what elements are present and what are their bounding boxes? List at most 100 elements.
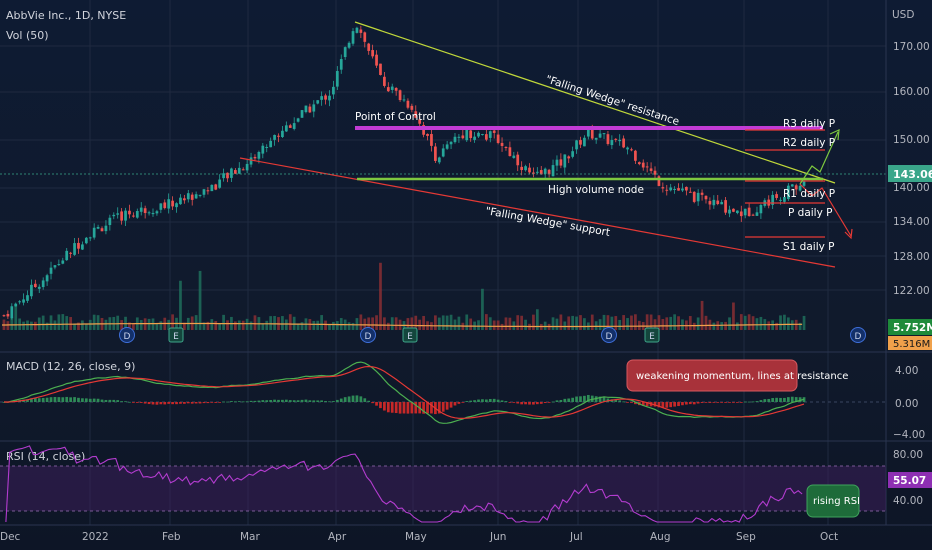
- time-axis[interactable]: Dec 2022 Feb Mar Apr May Jun Jul Aug Sep…: [0, 531, 838, 543]
- price-axis[interactable]: 170.00 160.00 150.00 140.00 134.00 128.0…: [893, 41, 930, 297]
- candle-body: [481, 134, 484, 136]
- volume-bar: [535, 309, 539, 330]
- macd-histogram-bar: [614, 399, 618, 402]
- candle-body: [128, 210, 131, 215]
- candle-body: [590, 129, 594, 139]
- macd-title[interactable]: MACD (12, 26, close, 9): [6, 360, 135, 373]
- bull-projection-arrow: [799, 131, 839, 185]
- event-marker[interactable]: D: [119, 327, 135, 343]
- macd-histogram-bar: [33, 398, 37, 402]
- event-marker[interactable]: E: [402, 327, 418, 343]
- volume-bar: [626, 318, 629, 330]
- candle-body: [206, 190, 210, 192]
- candle-body: [371, 50, 374, 57]
- candle-body: [398, 90, 402, 101]
- volume-bar: [688, 316, 692, 330]
- macd-histogram-bar: [206, 402, 210, 404]
- volume-bar: [634, 314, 637, 330]
- candle-body: [598, 133, 602, 138]
- macd-histogram-bar: [563, 398, 567, 402]
- volume-bar: [477, 320, 480, 330]
- volume-bar: [84, 323, 88, 330]
- macd-histogram-bar: [179, 402, 182, 404]
- macd-histogram-bar: [704, 402, 708, 403]
- candle-body: [712, 199, 716, 206]
- candle-body: [77, 242, 80, 249]
- candle-body: [685, 186, 688, 191]
- volume-bar: [226, 320, 229, 330]
- candle-body: [218, 179, 222, 188]
- macd-histogram-bar: [186, 402, 190, 404]
- macd-histogram-bar: [634, 402, 637, 405]
- volume-bar: [786, 317, 790, 330]
- volume-bar: [284, 319, 288, 330]
- rsi-value-tag-bg: [888, 472, 932, 488]
- price-tick: 140.00: [893, 182, 930, 194]
- event-marker[interactable]: D: [601, 327, 617, 343]
- volume-bar: [681, 319, 684, 330]
- candle-body: [704, 195, 708, 200]
- candle-body: [104, 225, 108, 232]
- macd-histogram-bar: [390, 402, 394, 413]
- event-marker[interactable]: E: [168, 327, 184, 343]
- symbol-title[interactable]: AbbVie Inc., 1D, NYSE: [6, 9, 126, 22]
- volume-bar: [579, 315, 582, 330]
- macd-histogram-bar: [688, 402, 692, 405]
- macd-histogram-bar: [214, 402, 218, 403]
- candle-body: [441, 148, 445, 157]
- candle-body: [26, 295, 29, 301]
- p-label: P daily P: [788, 207, 833, 219]
- event-marker[interactable]: D: [850, 327, 866, 343]
- macd-histogram-bar: [167, 402, 171, 404]
- macd-histogram-bar: [798, 397, 802, 402]
- macd-histogram: [2, 394, 806, 415]
- candle-body: [300, 110, 304, 118]
- volume-bar: [751, 316, 755, 330]
- volume-bar: [665, 317, 669, 330]
- candle-body: [579, 140, 582, 145]
- event-marker[interactable]: D: [360, 327, 376, 343]
- volume-bar: [759, 316, 763, 330]
- macd-histogram-bar: [622, 401, 625, 403]
- time-tick: Jun: [489, 531, 506, 543]
- rsi-note: rising RSI: [813, 496, 860, 507]
- candle-body: [594, 137, 598, 140]
- rsi-title[interactable]: RSI (14, close): [6, 450, 85, 463]
- candle-body: [418, 119, 422, 124]
- last-price-tag: 143.06: [893, 168, 932, 181]
- volume-bar: [422, 315, 425, 330]
- macd-histogram-bar: [453, 402, 457, 406]
- volume-bar: [743, 315, 747, 330]
- macd-histogram-bar: [755, 401, 759, 402]
- volume-bar: [437, 317, 441, 330]
- event-marker[interactable]: E: [644, 327, 660, 343]
- candle-body: [257, 151, 261, 159]
- macd-histogram-bar: [547, 402, 551, 403]
- candle-body: [351, 31, 355, 44]
- candle-body: [759, 205, 763, 214]
- candle-body: [124, 210, 127, 221]
- candle-body: [394, 87, 398, 91]
- volume-bar: [653, 319, 657, 330]
- macd-histogram-bar: [398, 402, 402, 414]
- candle-body: [53, 265, 57, 268]
- volume-bar: [571, 315, 575, 330]
- falling-wedge-resistance-label: "Falling Wedge" resistance: [544, 73, 681, 128]
- candle-body: [379, 63, 382, 75]
- candle-body: [739, 211, 743, 217]
- volume-bar: [747, 314, 751, 330]
- price-tick: 122.00: [893, 285, 930, 297]
- macd-histogram-bar: [485, 399, 488, 402]
- volume-bar: [53, 320, 57, 330]
- macd-histogram-bar: [132, 402, 135, 403]
- candle-body: [700, 192, 704, 195]
- macd-histogram-bar: [583, 395, 586, 402]
- volume-bar: [328, 323, 331, 330]
- macd-histogram-bar: [202, 402, 206, 404]
- macd-histogram-bar: [249, 400, 253, 402]
- candle-body: [249, 157, 253, 165]
- candle-body: [135, 210, 139, 218]
- volume-legend[interactable]: Vol (50): [6, 29, 49, 42]
- volume-bar: [771, 320, 775, 330]
